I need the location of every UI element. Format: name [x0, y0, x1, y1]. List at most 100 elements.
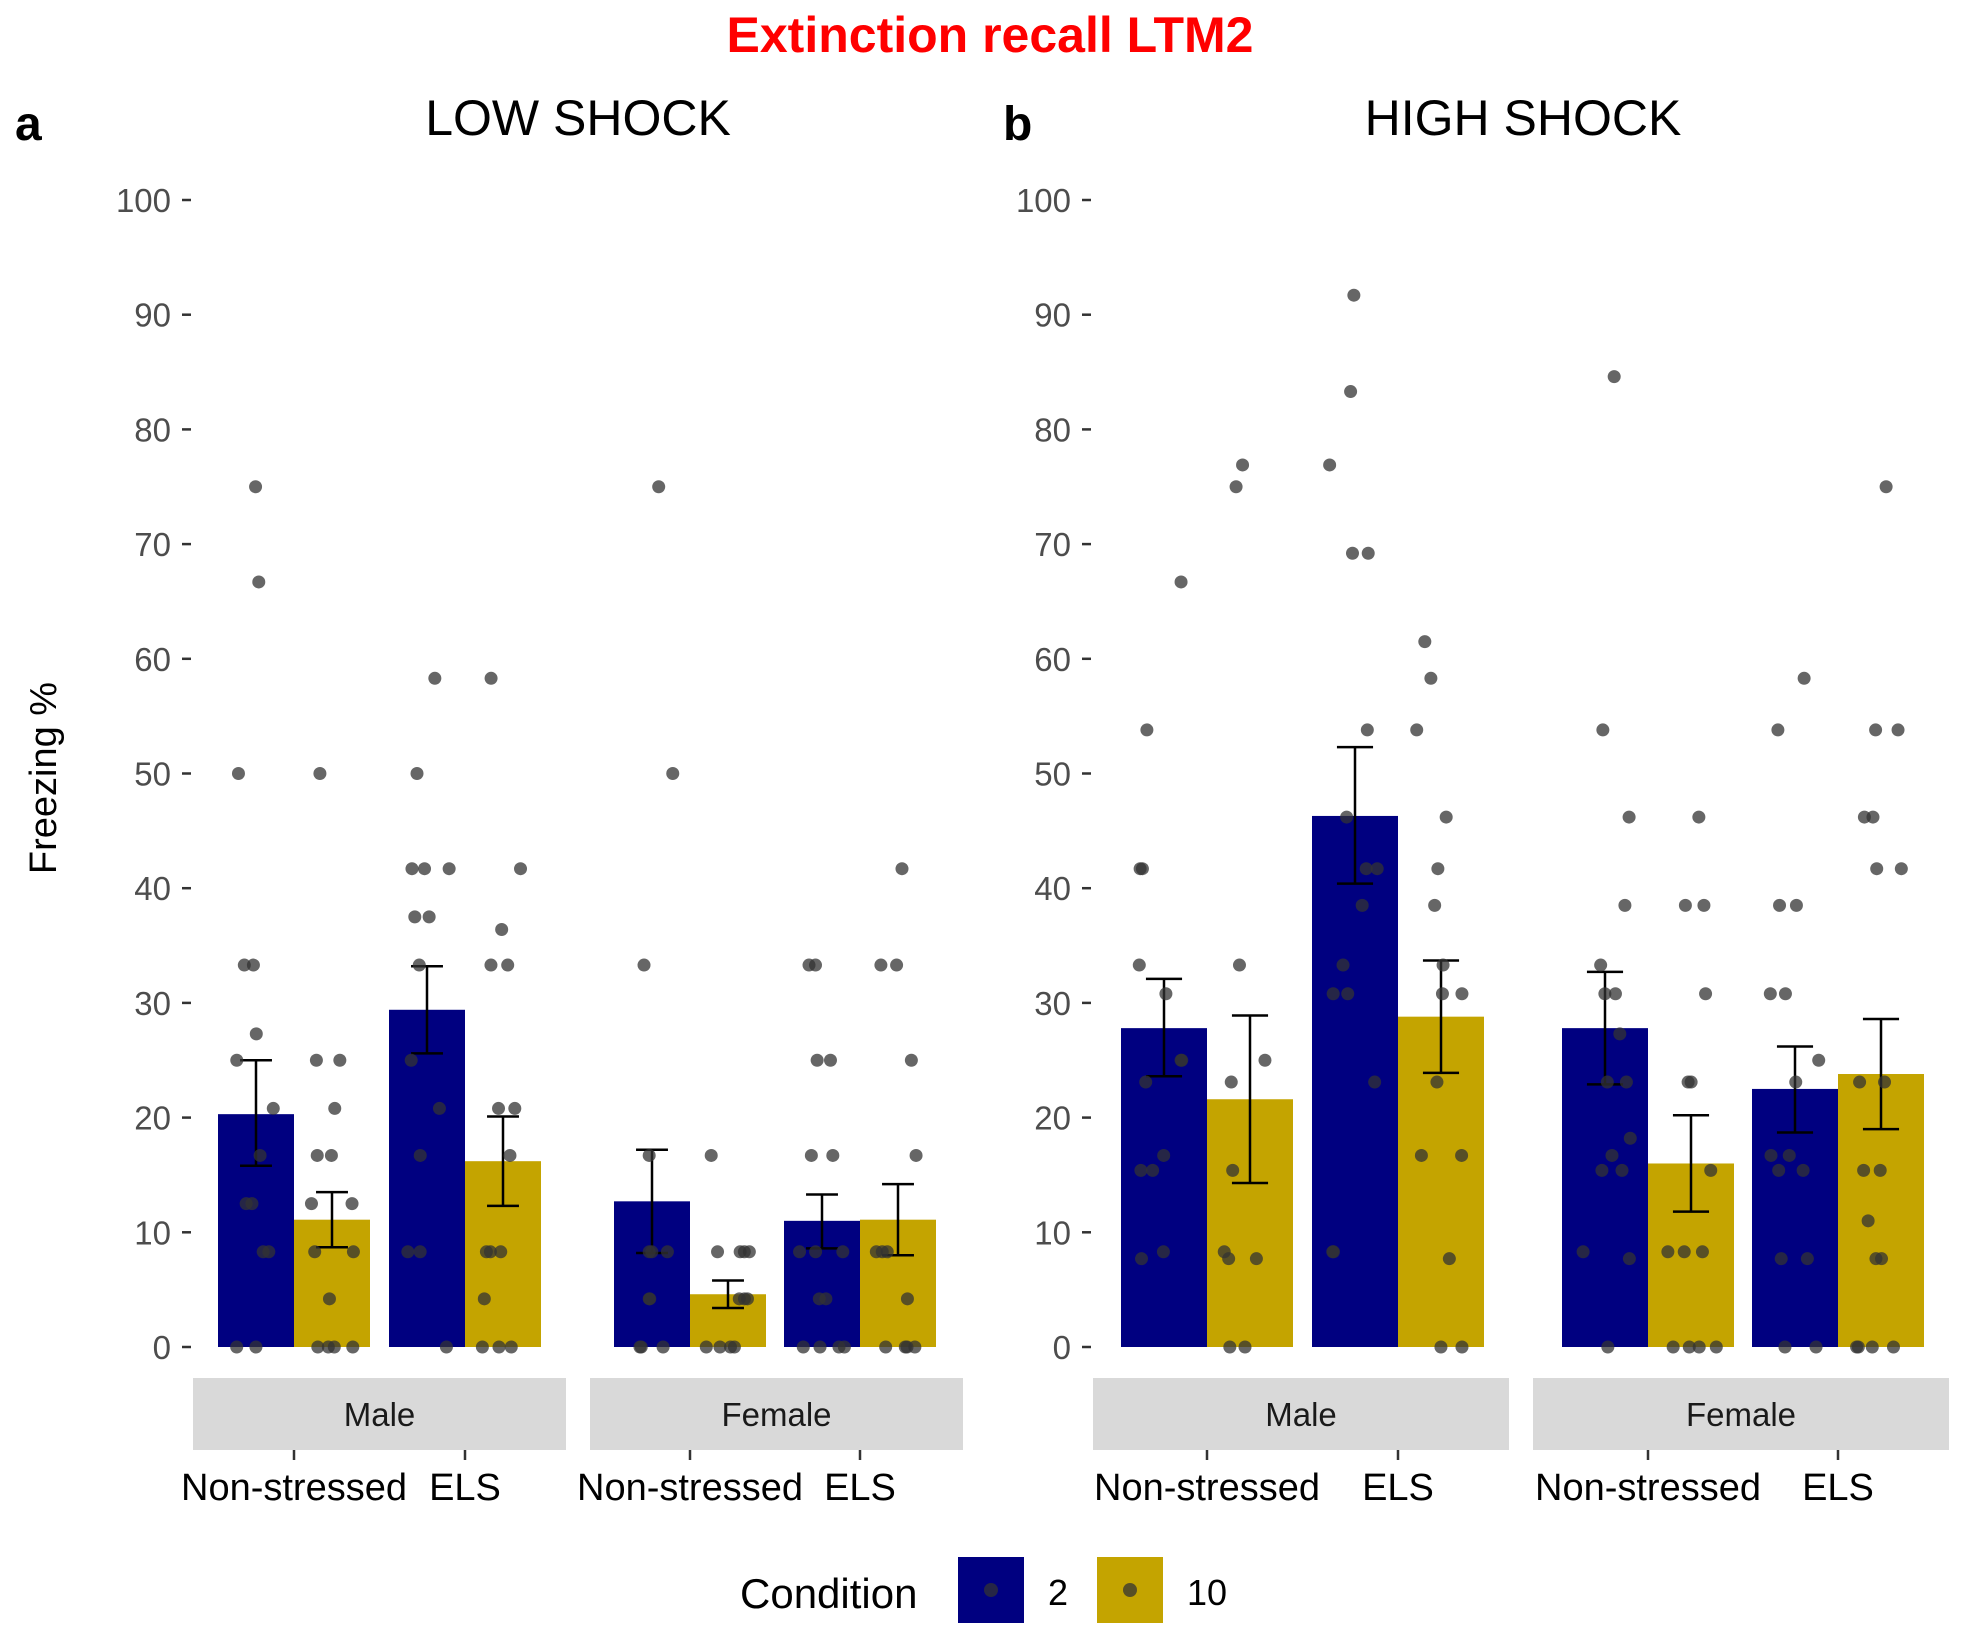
data-point — [249, 1027, 263, 1041]
data-point — [1249, 1252, 1263, 1266]
data-point — [1410, 723, 1424, 737]
data-point — [1236, 458, 1250, 472]
data-point — [1174, 575, 1188, 589]
data-point — [483, 1245, 497, 1259]
data-point — [1866, 810, 1880, 824]
data-point — [660, 1245, 674, 1259]
y-tick-label: 90 — [134, 297, 171, 334]
data-point — [874, 958, 888, 972]
data-point — [333, 1053, 347, 1067]
data-point — [405, 862, 419, 876]
data-point — [704, 1148, 718, 1162]
data-point — [492, 1340, 506, 1354]
data-point — [1692, 1340, 1706, 1354]
panel-b: b HIGH SHOCK 0 10 20 30 40 50 60 70 80 90 100 Male Non… — [1003, 90, 1949, 1509]
legend-key-point — [1123, 1583, 1137, 1597]
x-tick-label: ELS — [429, 1467, 501, 1509]
data-point — [1622, 810, 1636, 824]
data-point — [1576, 1245, 1590, 1259]
data-point — [633, 1340, 647, 1354]
data-point — [1596, 723, 1610, 737]
panel-title: HIGH SHOCK — [1365, 90, 1682, 146]
data-point — [439, 1340, 453, 1354]
panel-title: LOW SHOCK — [425, 90, 731, 146]
data-point — [809, 1245, 823, 1259]
figure-title: Extinction recall LTM2 — [727, 7, 1254, 63]
data-point — [484, 671, 498, 685]
data-point — [1135, 1252, 1149, 1266]
facet-female: Female Non-stressed ELS — [577, 480, 963, 1509]
bar — [1121, 1028, 1207, 1347]
facet-strip-label: Male — [344, 1396, 416, 1433]
data-point — [1370, 862, 1384, 876]
data-point — [836, 1245, 850, 1259]
data-point — [1618, 898, 1632, 912]
data-point — [890, 958, 904, 972]
data-point — [1764, 1148, 1778, 1162]
data-point — [1146, 1163, 1160, 1177]
y-tick-label: 100 — [1016, 182, 1071, 219]
data-point — [1601, 1340, 1615, 1354]
data-point — [1869, 723, 1883, 737]
y-tick-label: 100 — [116, 182, 171, 219]
data-point — [1430, 1075, 1444, 1089]
data-point — [239, 1197, 253, 1211]
data-point — [1223, 1340, 1237, 1354]
data-point — [1861, 1214, 1875, 1228]
y-tick-label: 80 — [134, 411, 171, 448]
data-point — [346, 1245, 360, 1259]
x-tick-label: Non-stressed — [1535, 1467, 1761, 1509]
data-point — [1615, 1163, 1629, 1177]
data-point — [1894, 862, 1908, 876]
data-point — [1800, 1252, 1814, 1266]
data-point — [1156, 1245, 1170, 1259]
data-point — [1870, 862, 1884, 876]
data-point — [1368, 1075, 1382, 1089]
data-point — [237, 958, 251, 972]
x-tick-label: Non-stressed — [1094, 1467, 1320, 1509]
panel-tag: b — [1003, 98, 1032, 151]
data-point — [1347, 288, 1361, 302]
data-point — [484, 958, 498, 972]
y-tick-label: 20 — [134, 1100, 171, 1137]
data-point — [1682, 1340, 1696, 1354]
data-point — [1361, 546, 1375, 560]
data-point — [494, 1245, 508, 1259]
data-point — [1224, 1075, 1238, 1089]
data-point — [1873, 1163, 1887, 1177]
data-point — [1157, 1148, 1171, 1162]
data-point — [346, 1340, 360, 1354]
data-point — [504, 1340, 518, 1354]
data-point — [309, 1053, 323, 1067]
data-point — [1796, 1163, 1810, 1177]
data-point — [1455, 1148, 1469, 1162]
data-point — [909, 1148, 923, 1162]
data-point — [666, 767, 680, 780]
data-point — [802, 958, 816, 972]
data-point — [412, 958, 426, 972]
facet-strip-label: Female — [1686, 1396, 1796, 1433]
facet-strip — [1533, 1378, 1949, 1450]
data-point — [1771, 723, 1785, 737]
data-point — [428, 671, 442, 685]
facet-strip — [590, 1378, 963, 1450]
y-tick-label: 10 — [134, 1214, 171, 1251]
data-point — [879, 1340, 893, 1354]
data-point — [1326, 987, 1340, 1001]
data-point — [1789, 1075, 1803, 1089]
y-tick-label: 50 — [134, 756, 171, 793]
data-point — [1132, 958, 1146, 972]
data-point — [1704, 1163, 1718, 1177]
data-point — [1344, 385, 1358, 399]
data-point — [1439, 810, 1453, 824]
data-point — [1853, 1075, 1867, 1089]
data-point — [492, 1101, 506, 1115]
data-point — [1135, 862, 1149, 876]
legend-key-point — [984, 1583, 998, 1597]
data-point — [742, 1245, 756, 1259]
data-point — [813, 1340, 827, 1354]
data-point — [1595, 1163, 1609, 1177]
data-point — [793, 1245, 807, 1259]
data-point — [256, 1245, 270, 1259]
data-point — [900, 1292, 914, 1306]
